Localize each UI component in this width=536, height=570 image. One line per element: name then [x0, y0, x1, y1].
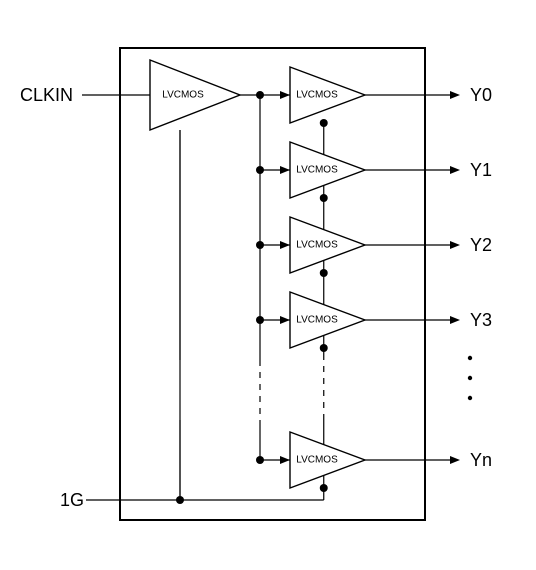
- pin-label-yn: Yn: [470, 450, 492, 470]
- ellipsis-dot: [468, 396, 472, 400]
- pin-label-y2: Y2: [470, 235, 492, 255]
- pin-label-y1: Y1: [470, 160, 492, 180]
- ellipsis-dot: [468, 356, 472, 360]
- pin-label-y3: Y3: [470, 310, 492, 330]
- canvas: [0, 0, 536, 570]
- ellipsis-dot: [468, 376, 472, 380]
- pin-label-y0: Y0: [470, 85, 492, 105]
- pin-label-clkin: CLKIN: [20, 85, 73, 105]
- pin-label-1g: 1G: [60, 490, 84, 510]
- buffer-label: LVCMOS: [162, 90, 204, 101]
- buffer-label: LVCMOS: [296, 455, 338, 466]
- buffer-label: LVCMOS: [296, 90, 338, 101]
- buffer-label: LVCMOS: [296, 315, 338, 326]
- buffer-label: LVCMOS: [296, 240, 338, 251]
- buffer-label: LVCMOS: [296, 165, 338, 176]
